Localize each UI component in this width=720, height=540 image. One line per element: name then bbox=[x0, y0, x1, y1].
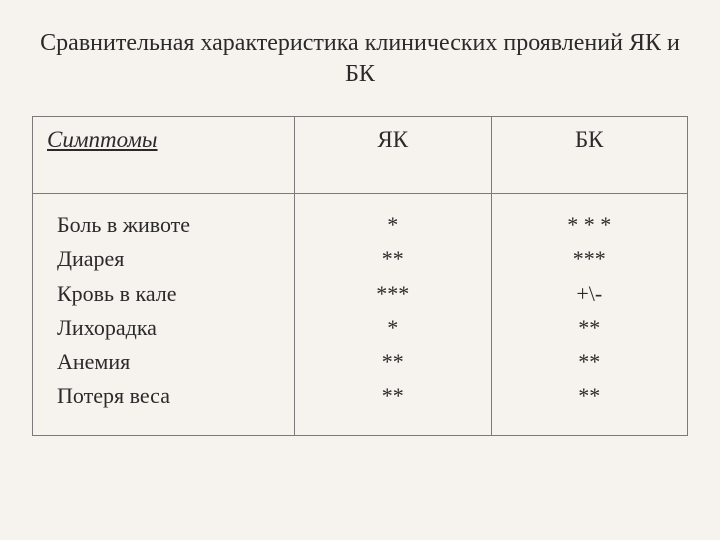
symptom-label: Диарея bbox=[57, 242, 280, 276]
col1-value: ** bbox=[309, 345, 477, 379]
col2-cell: * * * *** +\- ** ** ** bbox=[491, 194, 688, 436]
slide: Сравнительная характеристика клинических… bbox=[0, 0, 720, 540]
symptom-label: Потеря веса bbox=[57, 379, 280, 413]
col2-value: +\- bbox=[506, 277, 674, 311]
comparison-table: Симптомы ЯК БК Боль в животе Диарея Кров… bbox=[32, 116, 688, 436]
table-header-row: Симптомы ЯК БК bbox=[33, 117, 688, 194]
col1-value: * bbox=[309, 208, 477, 242]
col2-value: ** bbox=[506, 379, 674, 413]
col2-value: *** bbox=[506, 242, 674, 276]
symptom-label: Лихорадка bbox=[57, 311, 280, 345]
header-col1: ЯК bbox=[295, 117, 492, 194]
symptom-label: Кровь в кале bbox=[57, 277, 280, 311]
header-symptoms: Симптомы bbox=[33, 117, 295, 194]
col2-value: ** bbox=[506, 311, 674, 345]
symptom-label: Анемия bbox=[57, 345, 280, 379]
header-col2: БК bbox=[491, 117, 688, 194]
col2-value: ** bbox=[506, 345, 674, 379]
table-row: Боль в животе Диарея Кровь в кале Лихора… bbox=[33, 194, 688, 436]
page-title: Сравнительная характеристика клинических… bbox=[32, 28, 688, 90]
col1-value: * bbox=[309, 311, 477, 345]
col1-cell: * ** *** * ** ** bbox=[295, 194, 492, 436]
col1-value: ** bbox=[309, 379, 477, 413]
col1-value: *** bbox=[309, 277, 477, 311]
col1-value: ** bbox=[309, 242, 477, 276]
symptoms-cell: Боль в животе Диарея Кровь в кале Лихора… bbox=[33, 194, 295, 436]
col2-value: * * * bbox=[506, 208, 674, 242]
symptom-label: Боль в животе bbox=[57, 208, 280, 242]
